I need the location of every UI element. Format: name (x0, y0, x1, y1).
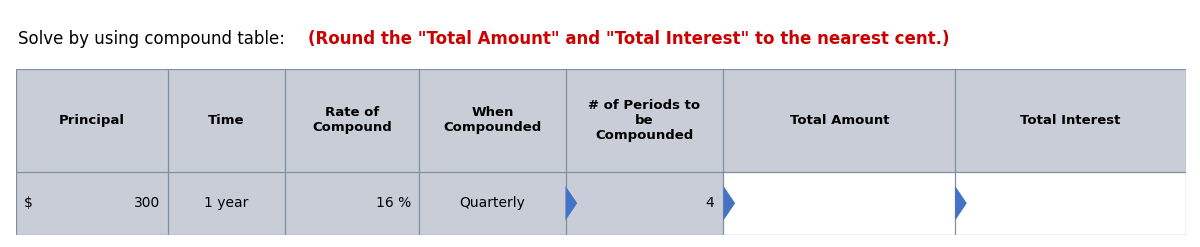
Bar (565, 69, 724, 172)
Polygon shape (955, 186, 967, 221)
Polygon shape (565, 186, 577, 221)
Bar (284, 69, 419, 172)
Bar (955, 172, 1186, 235)
Text: Rate of
Compound: Rate of Compound (312, 106, 392, 134)
Text: When
Compounded: When Compounded (443, 106, 541, 134)
Text: Total Interest: Total Interest (1020, 114, 1121, 127)
Text: Time: Time (208, 114, 245, 127)
Bar (419, 69, 565, 172)
Bar (724, 69, 955, 172)
Text: 4: 4 (706, 196, 714, 210)
Polygon shape (724, 186, 736, 221)
Bar (565, 172, 724, 235)
Bar (284, 172, 419, 235)
Text: # of Periods to
be
Compounded: # of Periods to be Compounded (588, 99, 701, 142)
Bar (16, 172, 168, 235)
Text: (Round the "Total Amount" and "Total Interest" to the nearest cent.): (Round the "Total Amount" and "Total Int… (308, 30, 949, 47)
Text: 1 year: 1 year (204, 196, 248, 210)
Bar (168, 69, 284, 172)
Text: 300: 300 (134, 196, 161, 210)
Text: Quarterly: Quarterly (460, 196, 526, 210)
Text: $: $ (24, 196, 32, 210)
Text: 16 %: 16 % (376, 196, 412, 210)
Text: Total Amount: Total Amount (790, 114, 889, 127)
Bar (955, 69, 1186, 172)
Bar (16, 69, 168, 172)
Text: Principal: Principal (59, 114, 125, 127)
Bar (168, 172, 284, 235)
Bar (419, 172, 565, 235)
Bar (724, 172, 955, 235)
Text: Solve by using compound table:: Solve by using compound table: (18, 30, 290, 47)
